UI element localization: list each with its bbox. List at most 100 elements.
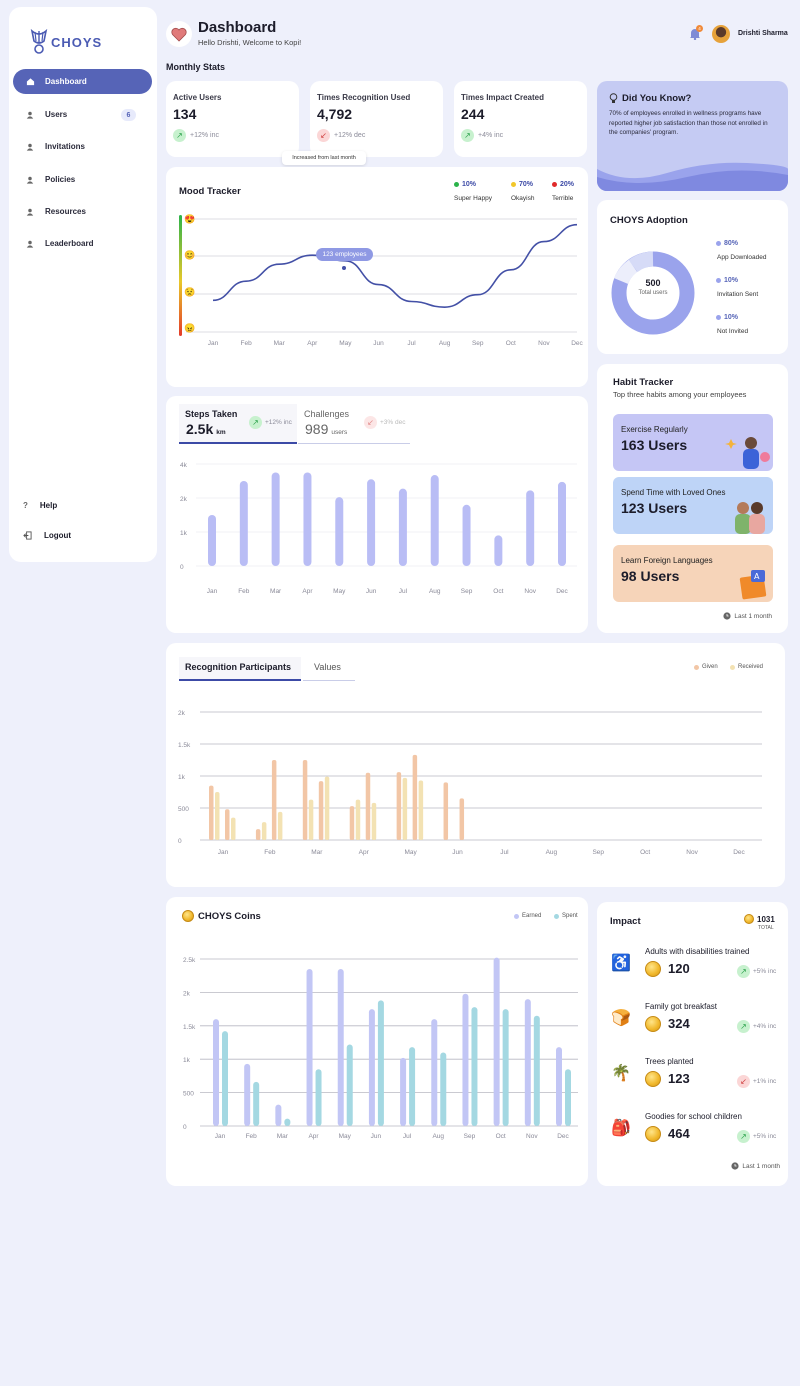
mood-tooltip: 123 employees	[316, 248, 373, 261]
stat-value: 4,792	[317, 106, 353, 122]
school-supplies-icon: 🎒	[611, 1120, 631, 1137]
x-tick-label: Apr	[307, 340, 318, 347]
x-tick-label: Mar	[270, 588, 282, 595]
trend-text: +4% inc	[478, 132, 504, 139]
given-bar	[255, 829, 261, 840]
logout-link[interactable]: Logout	[23, 531, 71, 540]
did-you-know-text: 70% of employees enrolled in wellness pr…	[609, 110, 768, 136]
steps-value-row: 2.5k km	[186, 421, 226, 437]
impact-value: 324	[668, 1016, 690, 1031]
user-name[interactable]: Drishti Sharma	[738, 30, 788, 37]
help-link[interactable]: ? Help	[23, 501, 57, 510]
family-illustration-icon	[735, 502, 765, 534]
steps-value: 2.5k	[186, 421, 214, 437]
received-bar	[261, 822, 267, 840]
given-bar	[459, 798, 465, 840]
tab-challenges[interactable]: Challenges 989 users ↙ +3% dec	[298, 404, 410, 444]
y-tick-label: 1k	[180, 530, 188, 537]
habit-item-loved-ones[interactable]: Spend Time with Loved Ones 123 Users	[613, 477, 773, 534]
donut-not-invited	[614, 259, 638, 285]
earned-bar	[306, 969, 313, 1126]
sidebar-item-resources[interactable]: Resources	[13, 199, 152, 224]
tab-steps-taken[interactable]: Steps Taken 2.5k km ↗ +12% inc	[179, 404, 297, 444]
impact-row: 🍞 Family got breakfast 324 ↗ +4% inc	[611, 1002, 781, 1046]
user-icon	[25, 176, 35, 184]
sidebar-item-leaderboard[interactable]: Leaderboard	[13, 231, 152, 256]
x-tick-label: Dec	[556, 588, 568, 595]
challenges-value-row: 989 users	[305, 421, 347, 437]
trend-up-icon: ↗	[737, 965, 750, 978]
x-tick-label: Mar	[277, 1133, 289, 1140]
habit-footer: Last 1 month	[723, 612, 772, 620]
mood-series-line	[212, 223, 578, 308]
earned-bar	[337, 969, 344, 1126]
earned-bar	[524, 999, 531, 1126]
sad-emoji: 😟	[184, 287, 195, 297]
adoption-center-value: 500	[645, 278, 661, 288]
legend-dot	[716, 241, 721, 246]
habit-value: 98 Users	[621, 568, 680, 584]
sidebar-item-label: Leaderboard	[45, 239, 94, 248]
spent-bar	[315, 1069, 322, 1126]
spent-bar	[440, 1052, 447, 1126]
tab-values[interactable]: Values	[303, 657, 355, 681]
y-tick-label: 0	[178, 838, 182, 845]
x-tick-label: Nov	[538, 340, 550, 347]
adoption-legend-label: App Downloaded	[717, 254, 767, 261]
habit-item-languages[interactable]: Learn Foreign Languages 98 Users A	[613, 545, 773, 602]
impact-trend: ↗ +5% inc	[737, 965, 776, 978]
choys-logo[interactable]: CHOYS	[29, 29, 102, 55]
legend-value: 10%	[724, 277, 739, 284]
sidebar-item-label: Invitations	[45, 142, 86, 151]
legend-dot	[514, 913, 519, 919]
received-bar	[324, 776, 330, 840]
trend-down-icon: ↙	[737, 1075, 750, 1088]
sidebar-item-invitations[interactable]: Invitations	[13, 134, 152, 159]
recognition-bar-chart: 0 500 1k 1.5k 2k Jan Feb Mar Apr May Jun Jul Aug Sep O…	[178, 710, 762, 856]
steps-bar	[430, 475, 439, 566]
sidebar-item-users[interactable]: Users 6	[13, 102, 152, 127]
challenges-trend: ↙ +3% dec	[364, 416, 405, 429]
impact-total: 1031	[744, 914, 775, 924]
user-avatar[interactable]	[712, 25, 730, 43]
wave-decoration	[597, 162, 788, 191]
x-tick-label: Jul	[500, 849, 509, 856]
steps-trend: ↗ +12% inc	[249, 416, 292, 429]
impact-footer-text: Last 1 month	[742, 1162, 780, 1170]
legend-value: 10%	[462, 181, 477, 188]
x-tick-label: Sep	[592, 849, 604, 856]
steps-bar	[303, 472, 312, 566]
spent-bar	[284, 1118, 291, 1126]
given-bar	[302, 760, 308, 840]
stat-trend: ↙ +12% dec	[317, 129, 365, 142]
mood-color-scale	[179, 215, 182, 336]
steps-bar	[335, 497, 344, 566]
trend-up-icon: ↗	[737, 1020, 750, 1033]
x-tick-label: Jul	[399, 588, 408, 595]
sidebar-item-policies[interactable]: Policies	[13, 167, 152, 192]
legend-dot	[730, 664, 735, 670]
stat-card-recognition: Times Recognition Used 4,792 ↙ +12% dec	[310, 81, 443, 157]
monthly-stats-title: Monthly Stats	[166, 62, 226, 72]
exercise-illustration-icon	[725, 437, 770, 469]
earned-bar	[493, 957, 500, 1126]
stat-value: 134	[173, 106, 197, 122]
earned-bar	[400, 1057, 407, 1126]
x-tick-label: Nov	[524, 588, 536, 595]
trend-text: +12% inc	[190, 132, 219, 139]
y-tick-label: 0	[183, 1124, 187, 1131]
coins-title: CHOYS Coins	[198, 910, 261, 922]
x-tick-label: Mar	[311, 849, 323, 856]
tab-recognition-participants[interactable]: Recognition Participants	[179, 657, 301, 681]
mood-legend-super-happy: 10%	[454, 181, 476, 188]
x-tick-label: Jun	[366, 588, 377, 595]
user-icon	[25, 111, 35, 119]
y-tick-label: 500	[183, 1091, 194, 1098]
notification-button[interactable]: 4	[689, 25, 703, 41]
legend-dot	[694, 664, 699, 670]
adoption-legend-item: 80%	[716, 240, 738, 247]
received-bar	[418, 780, 424, 840]
x-tick-label: Sep	[472, 340, 484, 347]
sidebar-item-dashboard[interactable]: Dashboard	[13, 69, 152, 94]
habit-item-exercise[interactable]: Exercise Regularly 163 Users	[613, 414, 773, 471]
